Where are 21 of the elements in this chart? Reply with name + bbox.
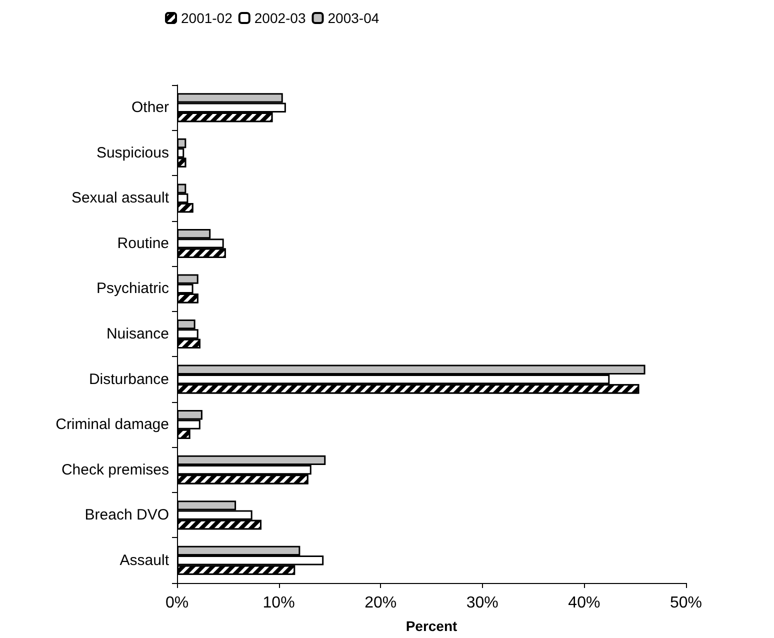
y-tick-label: Criminal damage (56, 416, 169, 434)
x-tick-label: 20% (364, 594, 397, 612)
y-tick-label: Disturbance (88, 370, 169, 388)
x-tick-label: 40% (568, 594, 600, 612)
x-tick-label: 0% (165, 594, 189, 612)
y-tick-label: Nuisance (106, 326, 169, 342)
x-tick-label: 30% (466, 594, 498, 612)
y-tick-label: Assault (120, 552, 170, 569)
x-tick-label: 50% (670, 594, 702, 612)
legend-label: 2003-04 (328, 10, 380, 26)
x-tick-label: 10% (262, 594, 295, 612)
y-tick-label: Other (131, 99, 170, 116)
y-tick-label: Psychiatric (96, 280, 170, 298)
y-tick-label: Routine (117, 234, 169, 252)
y-tick-label: Suspicious (96, 144, 169, 162)
legend-label: 2001-02 (181, 10, 233, 26)
y-tick-label: Breach DVO (84, 506, 169, 524)
legend-label: 2002-03 (254, 10, 306, 26)
y-tick-label: Check premises (61, 461, 169, 478)
x-axis-title: Percent (406, 618, 458, 634)
y-tick-label: Sexual assault (71, 190, 170, 207)
